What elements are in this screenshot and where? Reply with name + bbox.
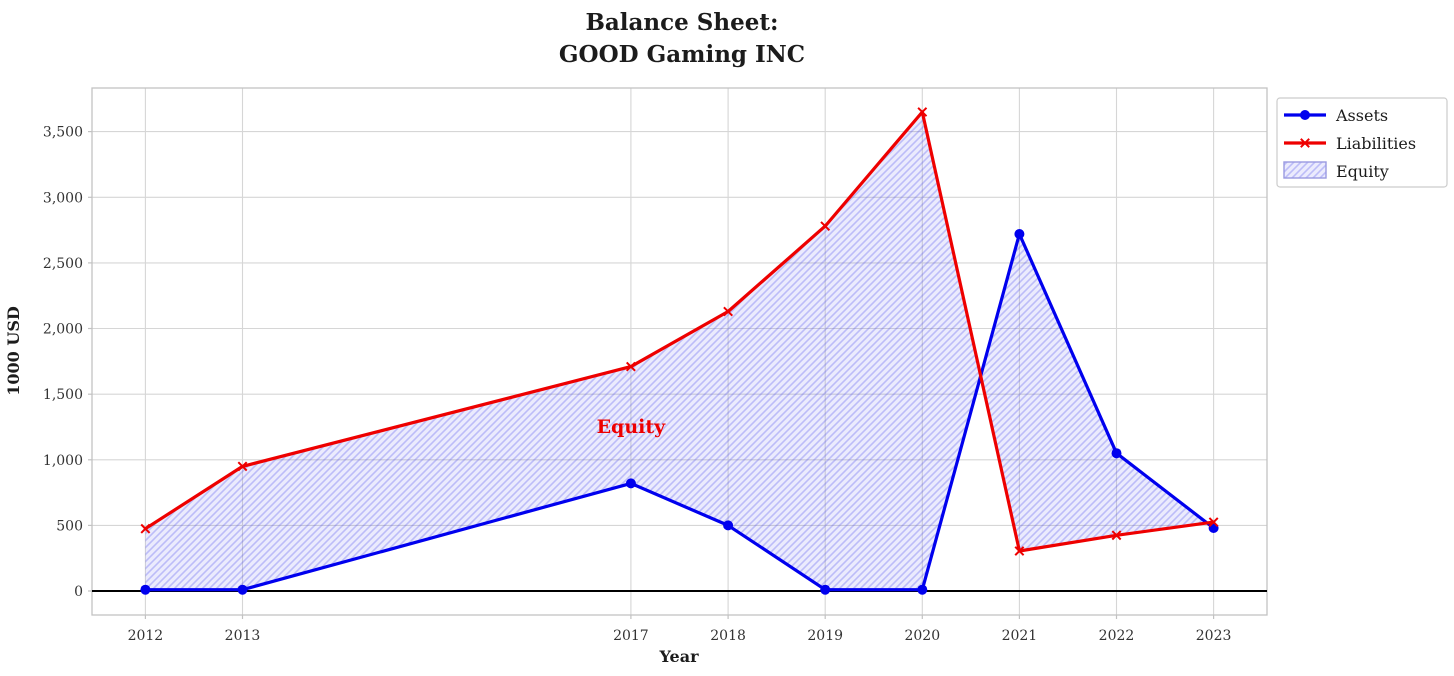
legend-label-equity: Equity bbox=[1336, 162, 1389, 181]
legend: Assets Liabilities Equity bbox=[1276, 97, 1448, 188]
chart-title-line2: GOOD Gaming INC bbox=[559, 41, 805, 68]
y-tick-label: 2,500 bbox=[43, 256, 83, 272]
liabilities-marker bbox=[1208, 517, 1219, 528]
liabilities-marker bbox=[820, 221, 831, 232]
assets-marker bbox=[140, 584, 151, 595]
assets-marker-icon bbox=[1300, 110, 1310, 120]
assets-marker bbox=[237, 584, 248, 595]
x-tick-label: 2021 bbox=[1002, 628, 1038, 644]
assets-marker bbox=[1111, 448, 1122, 459]
y-tick-label: 2,000 bbox=[43, 322, 83, 338]
assets-marker bbox=[820, 584, 831, 595]
x-tick-label: 2018 bbox=[710, 628, 746, 644]
y-axis-label: 1000 USD bbox=[4, 306, 23, 396]
assets-marker bbox=[625, 478, 636, 489]
liabilities-marker-icon bbox=[1300, 138, 1310, 148]
y-tick-label: 1,000 bbox=[43, 453, 83, 469]
plot-border bbox=[91, 87, 1268, 616]
x-axis-label: Year bbox=[658, 647, 699, 666]
liabilities-marker bbox=[917, 107, 928, 117]
liabilities-marker bbox=[723, 306, 734, 317]
assets-marker bbox=[917, 584, 928, 595]
legend-item-liabilities: Liabilities bbox=[1284, 134, 1416, 153]
equity-annotation: Equity bbox=[597, 416, 667, 438]
x-tick-label: 2019 bbox=[807, 628, 843, 644]
equity-patch-swatch bbox=[1283, 161, 1327, 179]
legend-label-liabilities: Liabilities bbox=[1336, 134, 1416, 153]
y-tick-label: 0 bbox=[74, 584, 83, 600]
legend-label-assets: Assets bbox=[1335, 106, 1388, 125]
liabilities-marker bbox=[140, 523, 151, 534]
chart-title-line1: Balance Sheet: bbox=[585, 9, 778, 36]
equity-fill-area bbox=[145, 112, 1214, 590]
x-tick-label: 2023 bbox=[1196, 628, 1232, 644]
x-tick-label: 2020 bbox=[904, 628, 940, 644]
legend-item-assets: Assets bbox=[1284, 106, 1388, 125]
assets-marker bbox=[1014, 229, 1025, 239]
x-tick-label: 2012 bbox=[128, 628, 164, 644]
x-tick-label: 2013 bbox=[225, 628, 261, 644]
y-tick-label: 500 bbox=[56, 518, 83, 534]
legend-item-equity: Equity bbox=[1283, 161, 1389, 181]
assets-marker bbox=[723, 520, 734, 531]
liabilities-marker bbox=[625, 361, 636, 372]
liabilities-marker bbox=[1111, 530, 1122, 541]
y-tick-label: 3,500 bbox=[43, 125, 83, 141]
liabilities-marker bbox=[1014, 546, 1025, 556]
x-tick-label: 2017 bbox=[613, 628, 649, 644]
plot-area: 2012 2013 2017 2018 2019 2020 2021 2022 2023 0 500… bbox=[43, 87, 1268, 644]
y-tick-label: 3,000 bbox=[43, 190, 83, 206]
liabilities-marker bbox=[237, 461, 248, 472]
y-tick-label: 1,500 bbox=[43, 387, 83, 403]
x-tick-label: 2022 bbox=[1099, 628, 1135, 644]
